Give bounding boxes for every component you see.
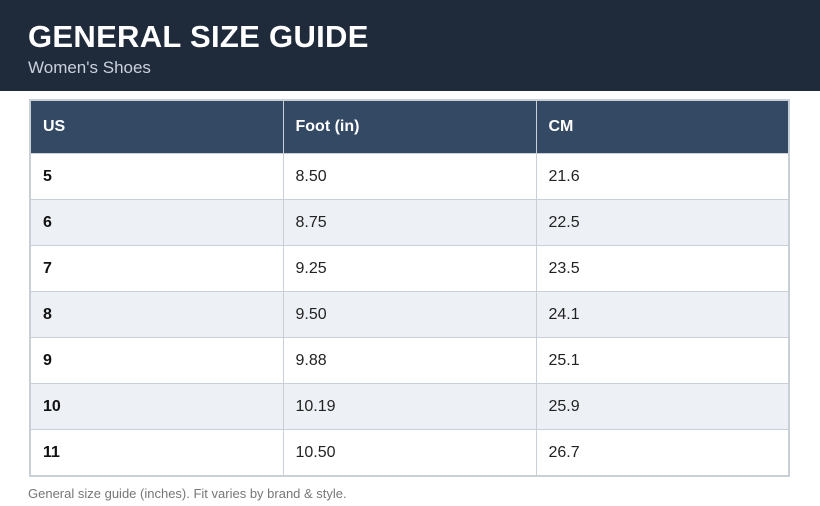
table-cell: 22.5 bbox=[535, 199, 790, 246]
table-cell: 26.7 bbox=[535, 429, 790, 477]
table-cell: 6 bbox=[29, 199, 284, 246]
table-cell: 9.88 bbox=[282, 337, 537, 384]
table-row: 8 9.50 24.1 bbox=[29, 291, 790, 338]
table-cell: 10.19 bbox=[282, 383, 537, 430]
table-cell: 8 bbox=[29, 291, 284, 338]
table-row: 9 9.88 25.1 bbox=[29, 337, 790, 384]
table-row: 11 10.50 26.7 bbox=[29, 429, 790, 477]
header-row: US Foot (in) CM bbox=[29, 99, 790, 154]
header-band: GENERAL SIZE GUIDE Women's Shoes bbox=[0, 0, 820, 91]
table-cell: 8.50 bbox=[282, 153, 537, 200]
table-cell: 11 bbox=[29, 429, 284, 477]
table-cell: 9 bbox=[29, 337, 284, 384]
table-row: 7 9.25 23.5 bbox=[29, 245, 790, 292]
table-cell: 10 bbox=[29, 383, 284, 430]
table-cell: 24.1 bbox=[535, 291, 790, 338]
table-cell: 10.50 bbox=[282, 429, 537, 477]
table-cell: 9.25 bbox=[282, 245, 537, 292]
table-cell: 8.75 bbox=[282, 199, 537, 246]
table-cell: 9.50 bbox=[282, 291, 537, 338]
size-table: US Foot (in) CM 5 8.50 21.6 6 8.75 22.5 7 9.25 23.… bbox=[29, 99, 790, 477]
table-row: 10 10.19 25.9 bbox=[29, 383, 790, 430]
table-cell: 23.5 bbox=[535, 245, 790, 292]
column-header: CM bbox=[535, 99, 790, 154]
table-head: US Foot (in) CM bbox=[29, 99, 790, 154]
table-cell: 25.1 bbox=[535, 337, 790, 384]
subtitle: Women's Shoes bbox=[28, 58, 151, 77]
table-cell: 25.9 bbox=[535, 383, 790, 430]
table-cell: 7 bbox=[29, 245, 284, 292]
column-header: Foot (in) bbox=[282, 99, 537, 154]
table-cell: 5 bbox=[29, 153, 284, 200]
footnote: General size guide (inches). Fit varies … bbox=[28, 486, 347, 501]
column-header: US bbox=[29, 99, 284, 154]
table-row: 6 8.75 22.5 bbox=[29, 199, 790, 246]
table-cell: 21.6 bbox=[535, 153, 790, 200]
table-body: 5 8.50 21.6 6 8.75 22.5 7 9.25 23.5 8 9.50 24.1 9 9.8… bbox=[29, 153, 790, 477]
table-row: 5 8.50 21.6 bbox=[29, 153, 790, 200]
title: GENERAL SIZE GUIDE bbox=[28, 19, 369, 54]
